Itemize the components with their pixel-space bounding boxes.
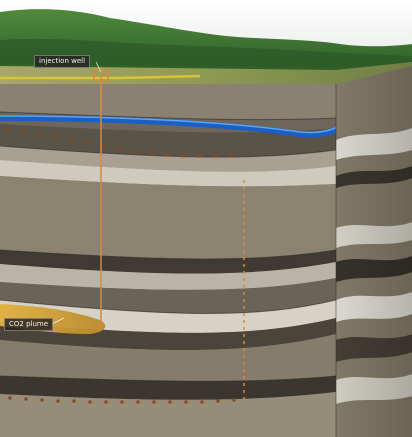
upper-perforation-dots: [6, 126, 234, 158]
injection-leader-line: [95, 61, 102, 73]
tree-line: [0, 38, 412, 68]
injection-well-label: injection well: [34, 55, 91, 68]
surface-road: [0, 74, 201, 80]
front-face-strata: [0, 84, 336, 437]
co2-plume-label: CO2 plume: [4, 318, 54, 331]
plume-leader-line: [51, 317, 65, 325]
lower-perforation-dots: [8, 396, 236, 404]
side-face-strata: [336, 66, 412, 437]
injection-wellhead: [93, 69, 109, 81]
